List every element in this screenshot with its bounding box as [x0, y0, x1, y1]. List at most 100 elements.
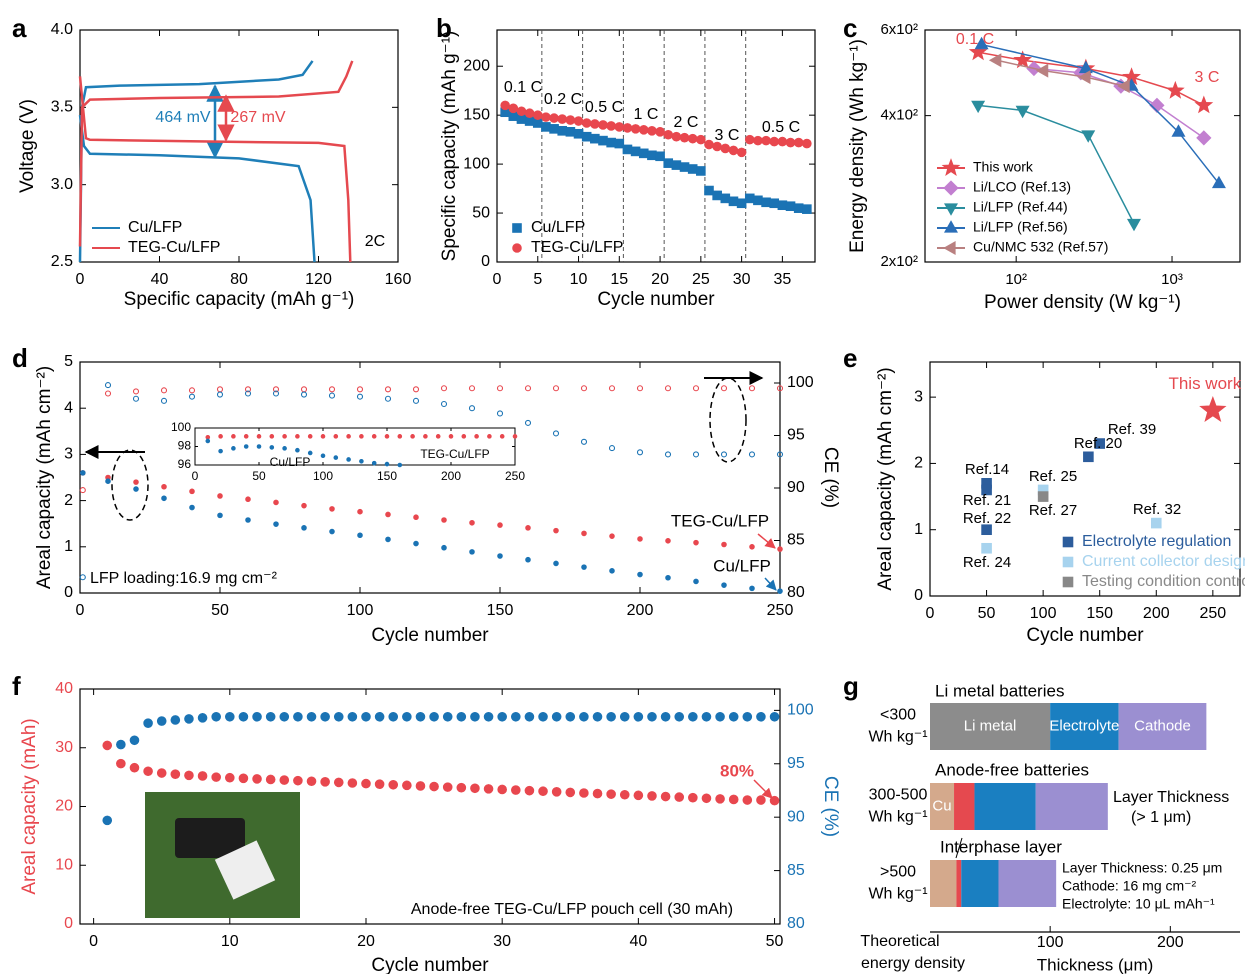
- x-tick-label: 20: [357, 933, 375, 950]
- marker: [295, 447, 300, 453]
- marker: [244, 390, 252, 397]
- y-tick-label: 20: [55, 798, 73, 815]
- y2-tick-label: 80: [787, 915, 805, 932]
- y-tick-label: 1: [914, 521, 923, 538]
- x-axis-label: Power density (W kg⁻¹): [984, 292, 1181, 313]
- y-tick-label: 150: [463, 106, 490, 123]
- marker: [243, 434, 249, 439]
- marker: [306, 711, 317, 722]
- annotation: Cathode: 16 mg cm⁻²: [1062, 878, 1197, 894]
- legend-marker: [1062, 536, 1074, 548]
- group-ellipse: [111, 449, 149, 521]
- marker: [510, 711, 521, 722]
- marker: [80, 470, 86, 476]
- marker: [777, 588, 783, 594]
- x-tick-label: 50: [766, 933, 784, 950]
- row-label: >500: [880, 864, 916, 881]
- series-line: [78, 60, 354, 263]
- marker: [442, 782, 453, 792]
- marker: [388, 711, 399, 722]
- marker: [579, 711, 589, 722]
- marker: [756, 711, 766, 722]
- y2-tick-label: 100: [787, 374, 814, 391]
- pointer: [757, 533, 776, 549]
- x-tick-label: 30: [493, 933, 511, 950]
- point-label: Ref. 22: [963, 510, 1011, 527]
- marker: [742, 711, 753, 722]
- x-tick-label: 10: [221, 933, 239, 950]
- marker: [497, 522, 503, 528]
- marker: [1150, 517, 1162, 529]
- marker: [524, 711, 535, 722]
- y-tick-label: 96: [178, 457, 192, 471]
- pointer: [753, 779, 773, 799]
- x-tick-label: 20: [651, 271, 669, 288]
- marker: [346, 457, 351, 462]
- marker: [441, 517, 447, 523]
- marker: [1126, 218, 1141, 232]
- marker: [469, 519, 475, 526]
- marker: [622, 144, 633, 155]
- marker: [456, 711, 467, 722]
- x-tick-label: 15: [610, 271, 628, 288]
- marker: [104, 382, 112, 389]
- marker: [429, 781, 439, 792]
- y-tick-label: 5: [64, 353, 73, 370]
- marker: [133, 486, 139, 492]
- marker: [423, 434, 428, 439]
- marker: [614, 138, 625, 149]
- marker: [189, 488, 195, 495]
- annotation: 1 C: [634, 106, 659, 123]
- x-tick-label: 40: [151, 271, 169, 288]
- marker: [777, 200, 788, 211]
- x-tick-label: 30: [733, 271, 751, 288]
- marker: [630, 124, 641, 134]
- marker: [435, 434, 441, 439]
- marker: [736, 147, 747, 158]
- marker: [687, 133, 698, 144]
- marker: [218, 434, 223, 439]
- x-tick-label: 150: [377, 469, 397, 483]
- marker: [205, 434, 211, 440]
- marker: [761, 135, 771, 146]
- marker: [692, 451, 700, 458]
- series-name: TEG-Cu/LFP: [671, 511, 769, 530]
- marker: [573, 116, 584, 126]
- legend-label: Cu/LFP: [531, 219, 585, 236]
- marker: [333, 711, 344, 722]
- marker: [216, 391, 224, 398]
- marker: [565, 115, 576, 125]
- annotation: 2C: [365, 233, 385, 250]
- annotation: 2 C: [674, 114, 699, 131]
- marker: [748, 385, 756, 392]
- marker: [143, 766, 153, 777]
- marker: [647, 126, 657, 136]
- annotation: 267 mV: [230, 109, 285, 126]
- panel-letter: c: [843, 13, 857, 43]
- annotation: 0.1 C: [504, 79, 542, 96]
- x-tick-label: 25: [692, 271, 710, 288]
- marker: [557, 126, 568, 136]
- marker: [704, 185, 714, 196]
- pointer: [764, 577, 777, 591]
- marker: [674, 792, 685, 802]
- marker: [1078, 70, 1091, 85]
- marker: [608, 445, 616, 452]
- bar-segment: [998, 860, 1057, 907]
- marker: [742, 795, 753, 805]
- marker: [981, 542, 992, 554]
- series-name: Cu/LFP: [270, 455, 311, 469]
- y-tick-label: 200: [463, 57, 490, 74]
- x-tick-label: 200: [1143, 605, 1170, 622]
- series-line: [978, 104, 1135, 224]
- marker: [487, 434, 492, 439]
- y-axis-label: Areal capacity (mAh cm⁻²): [34, 366, 55, 589]
- x-axis-label: Cycle number: [371, 625, 489, 646]
- marker: [580, 385, 588, 392]
- x-axis-label: Cycle number: [371, 955, 489, 974]
- y-tick-label: 0: [64, 584, 73, 601]
- x-tick-label: 120: [305, 271, 332, 288]
- marker: [497, 553, 503, 559]
- marker: [272, 390, 280, 397]
- x-tick-label: 150: [487, 602, 514, 619]
